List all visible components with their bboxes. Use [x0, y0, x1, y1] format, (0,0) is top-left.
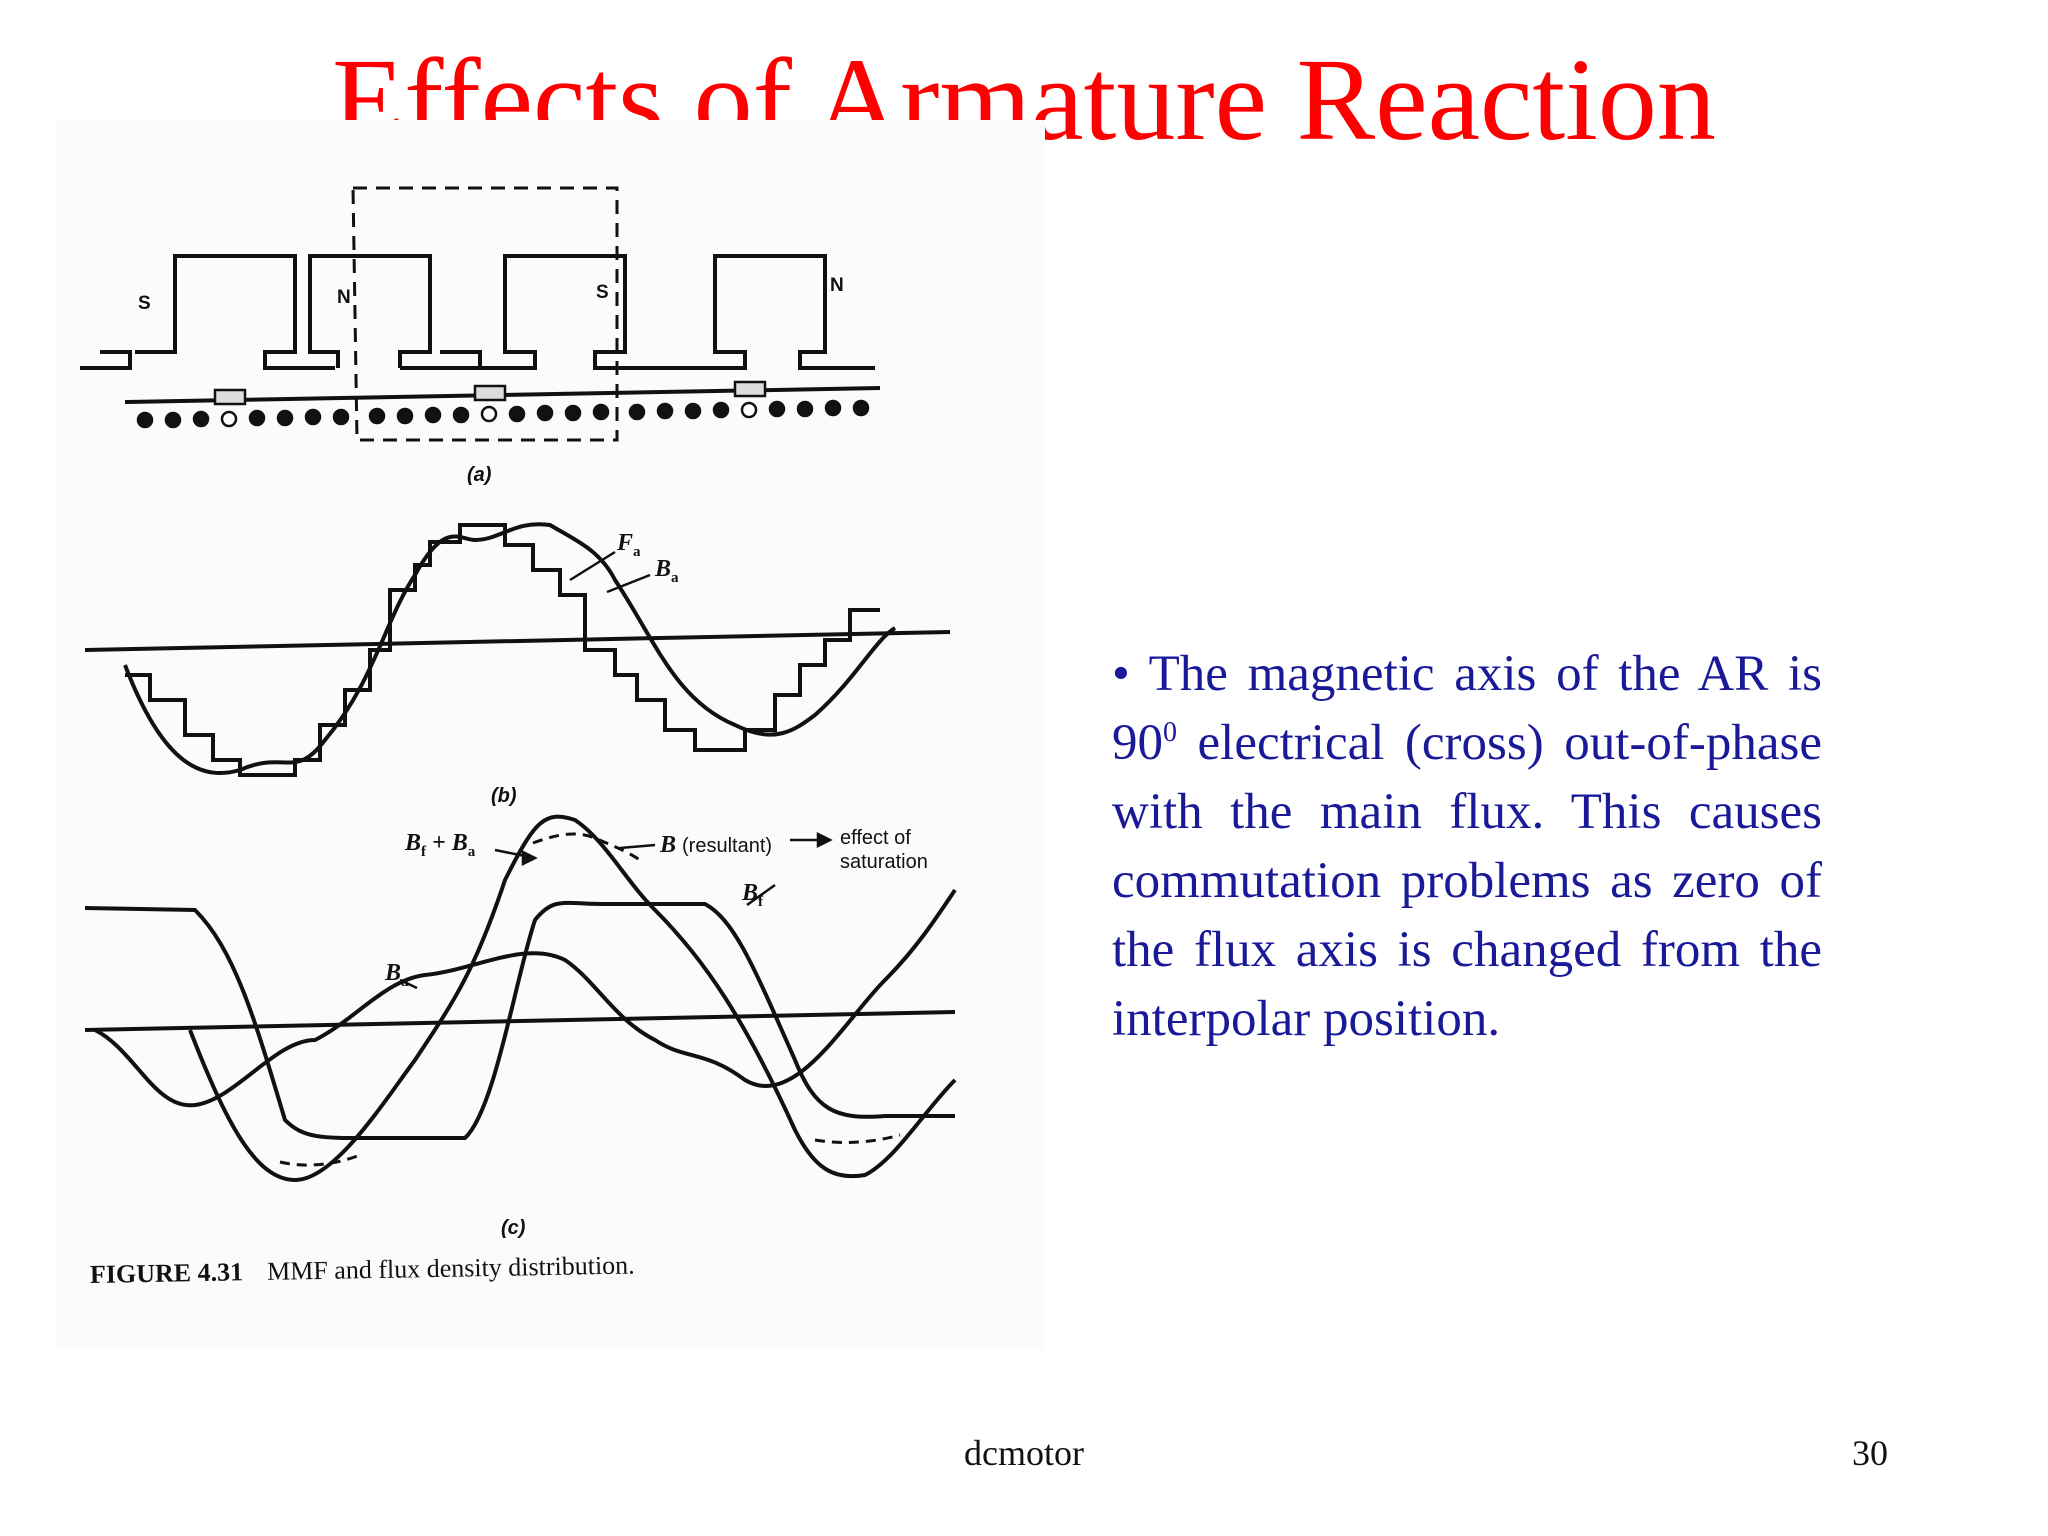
- pole-center: [480, 254, 675, 370]
- curve-label-b-resultant: B (resultant): [660, 832, 773, 858]
- panel-label-c: (c): [501, 1217, 526, 1239]
- conductor-dot: [332, 408, 350, 426]
- curve-ba-b: [123, 522, 897, 775]
- conductor-dot: [796, 400, 814, 418]
- conductor-dot: [164, 411, 182, 429]
- curve-label-bf: Bf: [742, 880, 764, 910]
- conductor-empty: [220, 410, 238, 428]
- conductor-dot: [192, 410, 210, 428]
- conductor-dot: [564, 404, 582, 422]
- pole-label: N: [830, 275, 844, 296]
- arrowhead: [816, 831, 833, 849]
- curve-ba-c: [94, 888, 957, 1108]
- bullet-marker: •: [1112, 646, 1130, 702]
- pole-label: S: [138, 293, 151, 314]
- bullet-text-rest: electrical (cross) out-of-phase with the…: [1112, 715, 1822, 1047]
- figure-caption-text: MMF and flux density distribution.: [266, 1250, 635, 1286]
- conductor-dot: [628, 403, 646, 421]
- pointer-ba: [606, 573, 651, 594]
- interpole-block: [213, 388, 247, 406]
- conductor-empty: [480, 405, 498, 423]
- pointer-fa: [569, 550, 616, 582]
- panel-label-a: (a): [467, 464, 492, 486]
- pole-label: S: [596, 282, 609, 303]
- page-number: 30: [1852, 1433, 1888, 1473]
- conductor-dot: [368, 407, 386, 425]
- bullet-text-start: The magnetic axis of the AR is 90: [1112, 646, 1822, 771]
- axis-c: [84, 1010, 956, 1032]
- saturation-bottom: [279, 1153, 361, 1167]
- pole-n-middle: [308, 254, 432, 368]
- pole-s-middle: [400, 350, 482, 370]
- interpole-block: [733, 380, 767, 398]
- conductor-dot: [304, 408, 322, 426]
- conductor-dot: [684, 402, 702, 420]
- conductor-empty: [740, 401, 758, 419]
- bullet-point: • The magnetic axis of the AR is 900 ele…: [1112, 640, 1822, 1054]
- pole-right: [675, 254, 875, 370]
- conductor-dot: [452, 406, 470, 424]
- figure-number: FIGURE 4.31: [89, 1257, 244, 1289]
- pole-label: N: [337, 287, 351, 308]
- superscript-zero: 0: [1163, 717, 1177, 748]
- curve-label-ba-b: Ba: [655, 556, 679, 586]
- panel-label-b: (b): [491, 785, 517, 807]
- effect-of-saturation-label: effect of saturation: [840, 827, 928, 873]
- figure-drawing: [80, 186, 957, 1183]
- conductor-dot: [768, 400, 786, 418]
- saturation-top: [532, 832, 641, 862]
- curve-label-ba-c: Ba: [385, 960, 409, 990]
- armature-reaction-figure: S N S N (a) (b) (c) Fa Ba Bf + Ba B (res…: [55, 120, 1045, 1350]
- conductor-dot: [136, 411, 154, 429]
- saturation-bottom-right: [814, 1133, 901, 1144]
- conductor-dot: [656, 402, 674, 420]
- conductor-dot: [852, 399, 870, 417]
- conductor-dot: [396, 407, 414, 425]
- pole-n-left-shoe: [80, 350, 132, 370]
- arrowhead: [521, 849, 538, 867]
- pointer-ba-c: [399, 978, 418, 990]
- pointer-resultant: [619, 843, 656, 850]
- conductor-dot: [536, 404, 554, 422]
- footer-text: dcmotor: [964, 1433, 1084, 1473]
- conductor-dot: [508, 405, 526, 423]
- curve-label-fa: Fa: [617, 530, 641, 560]
- conductor-dot: [424, 406, 442, 424]
- conductor-dot: [824, 399, 842, 417]
- interpole-block: [473, 384, 507, 402]
- curve-resultant-c: [188, 814, 957, 1183]
- pole-s-left: [135, 254, 335, 370]
- axis-b: [84, 630, 951, 652]
- pointer-bf: [746, 883, 776, 907]
- curve-fa-b: [125, 523, 880, 777]
- dashed-box: [351, 186, 619, 442]
- conductor-dot: [592, 403, 610, 421]
- conductor-dot: [276, 409, 294, 427]
- conductor-dot: [712, 401, 730, 419]
- conductor-dot: [248, 409, 266, 427]
- curve-label-bf-plus-ba: Bf + Ba: [405, 830, 476, 860]
